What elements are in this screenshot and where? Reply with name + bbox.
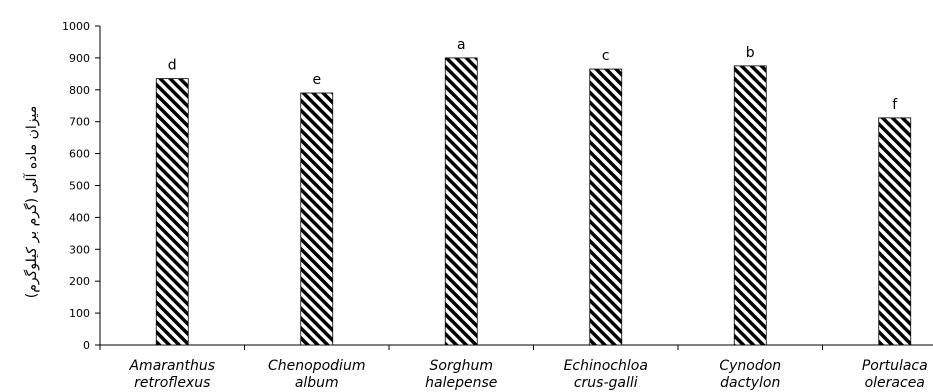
x-tick-label: album [295, 375, 339, 391]
bar [444, 57, 478, 346]
y-tick-label: 100 [69, 307, 90, 320]
x-tick-label: retroflexus [134, 375, 210, 391]
y-tick-label: 500 [69, 180, 90, 193]
x-tick-label: Chenopodium [268, 358, 365, 374]
bars [155, 57, 912, 346]
bar [300, 92, 334, 346]
x-tick-label: Amaranthus [128, 358, 215, 374]
bar [589, 68, 623, 346]
x-tick-label: halepense [425, 375, 497, 391]
x-tick-label: Portulaca [862, 358, 928, 374]
y-tick-label: 700 [69, 116, 90, 129]
significance-label: d [168, 58, 177, 74]
bar [878, 117, 912, 346]
y-tick-label: 800 [69, 84, 90, 97]
significance-label: e [312, 72, 321, 88]
y-tick-label: 1000 [62, 20, 90, 33]
bar [155, 78, 189, 346]
significance-label: b [746, 45, 755, 61]
y-axis-title: میزان ماده آلی (گرم بر کیلوگرم) [23, 106, 40, 298]
x-tick-label: Sorghum [430, 358, 493, 374]
x-tick-label: Cynodon [719, 358, 781, 374]
significance-label: f [892, 97, 898, 113]
x-tick-label: crus-galli [574, 375, 638, 391]
significance-label: c [602, 48, 610, 64]
y-tick-label: 400 [69, 211, 90, 224]
significance-label: a [457, 37, 466, 53]
y-tick-label: 300 [69, 243, 90, 256]
x-tick-label: oleracea [865, 375, 925, 391]
axes: 0 100 200 300 400 500 600 700 800 900 1000 [62, 20, 933, 352]
y-tick-label: 900 [69, 52, 90, 65]
x-tick-label: dactylon [720, 375, 780, 391]
y-tick-label: 0 [83, 339, 90, 352]
x-tick-label: Echinochloa [564, 358, 648, 374]
bar [733, 65, 767, 346]
y-tick-label: 200 [69, 275, 90, 288]
y-tick-label: 600 [69, 148, 90, 161]
